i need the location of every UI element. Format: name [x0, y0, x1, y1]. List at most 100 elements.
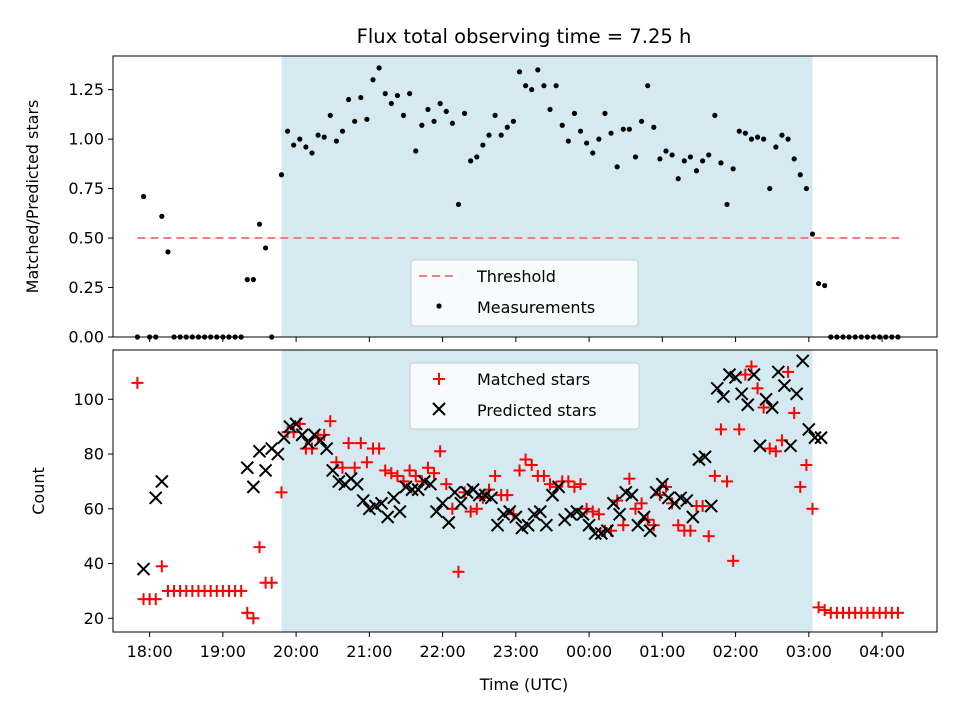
measurement-point	[504, 124, 510, 130]
predicted-star-point	[423, 477, 438, 491]
measurement-point	[486, 132, 492, 138]
top-legend-box	[410, 259, 639, 327]
matched-star-point	[891, 606, 904, 619]
predicted-star-point	[576, 507, 590, 521]
measurement-point	[516, 69, 523, 75]
measurement-point	[327, 112, 333, 118]
measurement-point	[140, 193, 147, 200]
predicted-star-point	[490, 518, 505, 532]
matched-star-point	[757, 401, 770, 414]
measurement-point	[333, 138, 339, 144]
predicted-star-point	[741, 398, 755, 412]
x-axis-label: Time (UTC)	[479, 675, 568, 694]
matched-star-point	[403, 464, 416, 477]
measurement-point	[718, 160, 724, 166]
predicted-star-point	[649, 485, 663, 500]
top-y-tick-label: 0.50	[68, 229, 104, 248]
matched-star-point	[800, 458, 813, 471]
bottom-y-tick-label: 80	[84, 445, 104, 464]
predicted-star-point	[643, 523, 657, 538]
measurement-point	[315, 132, 321, 138]
measurement-point	[278, 172, 285, 178]
predicted-star-point	[454, 496, 468, 511]
measurement-point	[535, 67, 541, 73]
measurement-point	[620, 126, 626, 132]
predicted-star-point	[655, 477, 670, 491]
predicted-star-point	[551, 480, 566, 494]
bottom-legend-box	[409, 362, 640, 430]
matched-star-point	[379, 464, 392, 477]
bottom-x-tick-label: 18:00	[127, 642, 173, 661]
measurement-point	[529, 87, 535, 93]
predicted-star-point	[149, 491, 163, 505]
matched-star-point	[149, 593, 162, 606]
matched-star-point	[684, 524, 697, 537]
matched-star-point	[788, 406, 801, 419]
measurement-point	[712, 112, 718, 118]
top-panel: 0.00 0.25 0.50 0.75 1.00 1.25 Matched/Predict…	[23, 55, 938, 347]
predicted-star-point	[637, 510, 651, 524]
measurement-point	[339, 128, 346, 134]
matched-star-point	[818, 604, 831, 617]
predicted-star-point	[759, 392, 773, 406]
measurement-point	[736, 128, 742, 134]
bottom-y-ticks: 20 40 60 80 100	[73, 390, 113, 628]
measurement-point	[754, 134, 761, 140]
predicted-star-point	[680, 493, 694, 508]
bottom-x-tick-label: 04:00	[859, 642, 905, 661]
predicted-star-point	[509, 510, 523, 524]
measurement-point	[449, 120, 455, 126]
matched-star-point	[305, 442, 318, 455]
measurement-point	[321, 134, 327, 140]
top-legend: Threshold Measurements	[410, 259, 639, 327]
matched-star-point	[421, 461, 434, 474]
predicted-star-point	[716, 389, 731, 404]
predicted-star-point	[405, 482, 419, 497]
matched-star-point	[708, 469, 721, 482]
predicted-star-point	[441, 515, 456, 530]
matched-star-point	[360, 456, 373, 469]
matched-star-point	[434, 445, 447, 458]
measurement-point	[165, 249, 171, 255]
bottom-x-tick-label: 21:00	[346, 642, 392, 661]
measurement-point	[370, 77, 376, 83]
predicted-star-point	[155, 474, 169, 489]
chart-title: Flux total observing time = 7.25 h	[357, 25, 692, 48]
measurement-point	[559, 122, 565, 128]
predicted-star-point	[789, 387, 804, 401]
measurement-point	[437, 100, 443, 107]
matched-star-point	[241, 606, 254, 619]
measurement-point	[706, 152, 712, 158]
count-points	[131, 354, 904, 625]
matched-star-point	[745, 360, 758, 373]
measurement-point	[791, 156, 797, 162]
matched-star-point	[519, 453, 532, 466]
predicted-star-point	[625, 488, 639, 502]
predicted-star-point	[350, 477, 364, 491]
matched-star-point	[458, 486, 471, 499]
matched-star-point	[623, 472, 636, 485]
matched-star-point	[470, 502, 483, 515]
matched-star-point	[702, 530, 715, 543]
measurement-point	[602, 110, 608, 116]
matched-star-point	[806, 502, 819, 515]
measurement-point	[159, 213, 165, 219]
predicted-star-point	[387, 491, 401, 505]
measurement-point	[809, 231, 816, 237]
measurement-point	[638, 118, 645, 124]
matched-star-point	[763, 442, 776, 455]
matched-star-point	[714, 423, 727, 436]
matched-star-point	[647, 519, 660, 532]
bottom-x-tick-label: 02:00	[713, 642, 759, 661]
measurement-point	[394, 92, 401, 99]
measurement-point	[700, 158, 706, 164]
predicted-star-point	[374, 496, 389, 511]
predicted-star-point	[301, 436, 316, 450]
measurement-point	[608, 130, 614, 136]
predicted-star-point	[783, 439, 798, 453]
predicted-star-point	[698, 450, 712, 464]
measurement-point	[803, 185, 809, 192]
matched-star-point	[733, 423, 746, 436]
predicted-star-point	[533, 504, 547, 519]
measurement-point	[797, 172, 803, 178]
